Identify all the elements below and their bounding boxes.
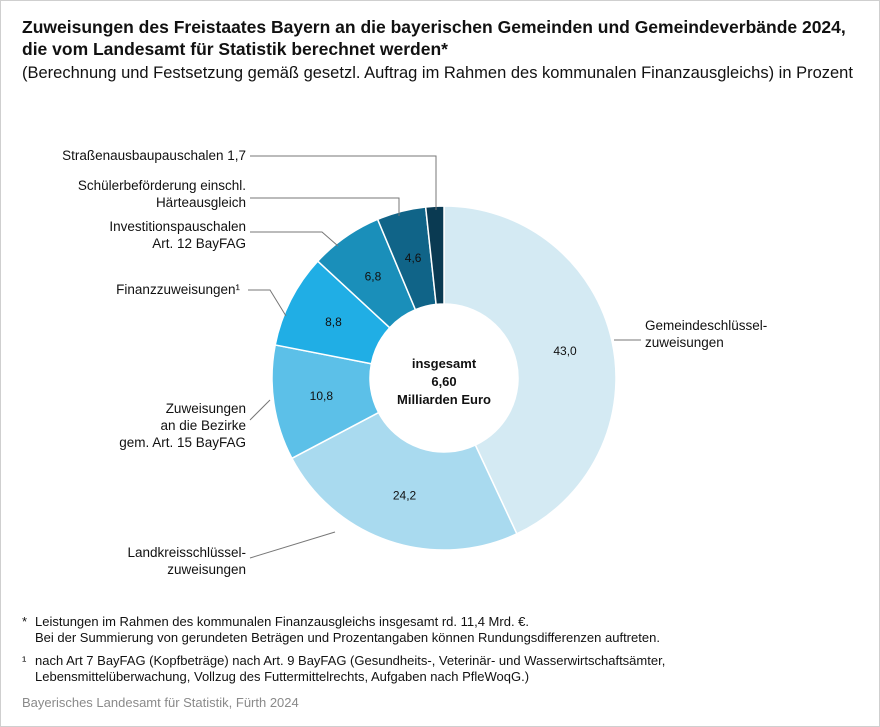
center-total-label: insgesamt — [412, 356, 477, 371]
slice-category-label-line: Art. 12 BayFAG — [152, 236, 246, 251]
leader-line — [250, 231, 339, 247]
footnote-line: Bei der Summierung von gerundeten Beträg… — [35, 630, 660, 645]
leader-line — [248, 289, 287, 317]
slice-category-label: Schülerbeförderung einschl. Härteausgleic… — [78, 178, 246, 210]
footnote-line: Lebensmittelüberwachung, Vollzug des Fut… — [35, 669, 530, 684]
slice-category-label: Finanzzuweisungen¹ — [116, 282, 240, 297]
slice-category-label-line: gem. Art. 15 BayFAG — [119, 435, 246, 450]
slice-value-label: 4,6 — [405, 251, 422, 265]
slice-category-label-line: Gemeindeschlüssel- — [645, 318, 767, 333]
slice-value-label: 6,8 — [365, 269, 382, 283]
slice-category-label-line: Schülerbeförderung einschl. — [78, 178, 246, 193]
slice-value-label: 43,0 — [553, 344, 577, 358]
slice-category-label: Zuweisungen an die Bezirke gem. Art. 15 Ba… — [119, 401, 246, 450]
slice-value-label: 24,2 — [393, 489, 417, 503]
footnote-mark: * — [22, 614, 28, 629]
slice-value-label: 8,8 — [325, 315, 342, 329]
slice-category-label: Landkreisschlüssel-zuweisungen — [127, 545, 246, 577]
center-total-label: 6,60 — [431, 374, 456, 389]
slice-category-label-line: Zuweisungen — [166, 401, 246, 416]
leader-line — [250, 155, 437, 210]
donut-slice — [424, 205, 445, 306]
slice-category-label-line: Straßenausbaupauschalen 1,7 — [62, 148, 246, 163]
slice-category-label-line: Landkreisschlüssel- — [127, 545, 246, 560]
footnote-mark: ¹ — [22, 653, 27, 668]
slice-category-label-line: zuweisungen — [167, 562, 246, 577]
slice-category-label-line: Härteausgleich — [156, 195, 246, 210]
footnote-finanzzuweisungen: ¹ nach Art 7 BayFAG (Kopfbeträge) nach Ar… — [22, 653, 665, 685]
chart-subtitle: (Berechnung und Festsetzung gemäß gesetz… — [22, 64, 853, 82]
leader-line — [249, 531, 336, 559]
slice-value-label: 10,8 — [310, 389, 334, 403]
slice-category-label: Investitionspauschalen Art. 12 BayFAG — [109, 219, 246, 251]
slice-category-label-line: Finanzzuweisungen¹ — [116, 282, 240, 297]
center-total-label: Milliarden Euro — [397, 392, 491, 407]
slice-category-label-line: zuweisungen — [645, 335, 724, 350]
chart-title: Zuweisungen des Freistaates Bayern an di… — [22, 17, 846, 59]
source-note: Bayerisches Landesamt für Statistik, Für… — [22, 695, 299, 710]
slice-category-label: Straßenausbaupauschalen 1,7 — [62, 148, 246, 163]
slice-category-label-line: Investitionspauschalen — [109, 219, 246, 234]
footnote-total: * Leistungen im Rahmen des kommunalen Fin… — [22, 614, 660, 646]
leader-line — [250, 197, 400, 216]
footnote-line: nach Art 7 BayFAG (Kopfbeträge) nach Art… — [35, 653, 666, 668]
leader-line — [249, 399, 271, 421]
slice-category-label: Gemeindeschlüssel-zuweisungen — [645, 318, 767, 350]
donut-slice — [290, 411, 518, 551]
slice-category-label-line: an die Bezirke — [160, 418, 246, 433]
footnote-line: Leistungen im Rahmen des kommunalen Fina… — [35, 614, 530, 629]
donut-slice — [443, 205, 617, 535]
